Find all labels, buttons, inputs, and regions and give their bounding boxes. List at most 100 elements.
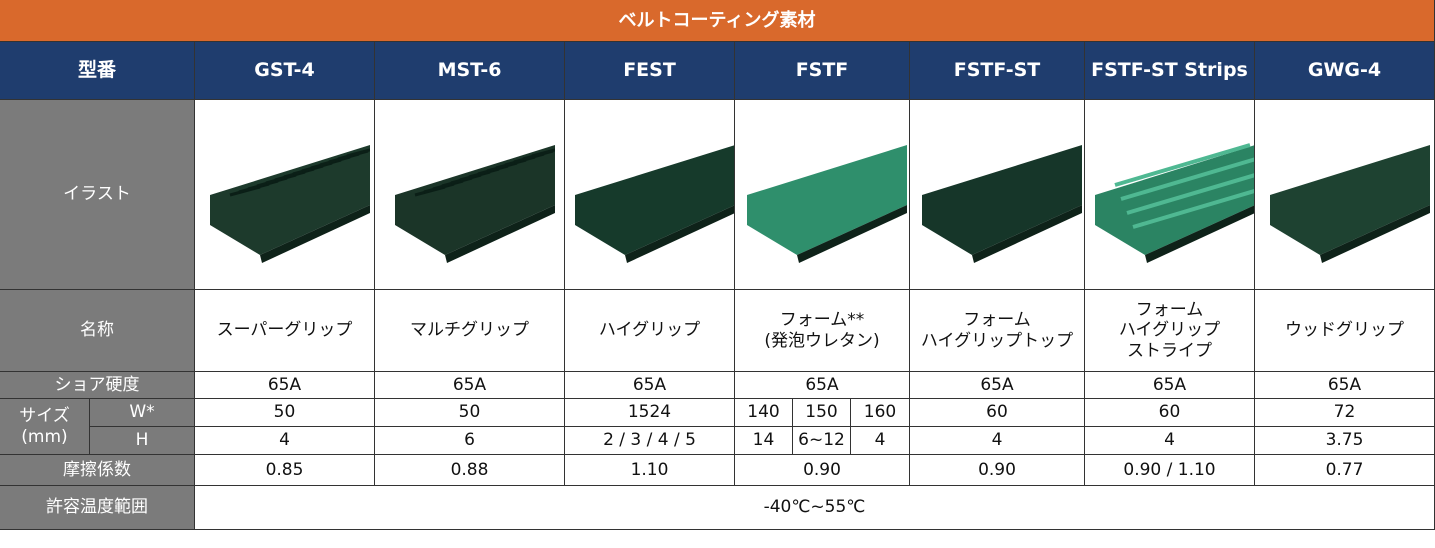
- name-cell: ウッドグリップ: [1255, 290, 1435, 372]
- cell-text: 摩擦係数: [63, 459, 131, 480]
- cell-text: ハイグリップトップ: [920, 330, 1074, 351]
- cell-text: MST-6: [437, 59, 502, 82]
- cell-text: 6~12: [798, 430, 845, 451]
- column-header: FEST: [565, 42, 735, 100]
- illustration-cell: [735, 100, 910, 290]
- size-cell: 4: [1085, 427, 1255, 455]
- shore-cell: 65A: [565, 372, 735, 399]
- size-cell: 4: [851, 427, 910, 455]
- shore-cell: 65A: [375, 372, 565, 399]
- cell-text: (mm): [21, 426, 68, 447]
- friction-cell: 0.90 / 1.10: [1085, 455, 1255, 486]
- name-cell: フォーム** (発泡ウレタン): [735, 290, 910, 372]
- cell-text: ショア硬度: [54, 374, 140, 395]
- column-header: MST-6: [375, 42, 565, 100]
- column-header: FSTF: [735, 42, 910, 100]
- size-cell: 3.75: [1255, 427, 1435, 455]
- cell-text: 60: [1158, 402, 1181, 423]
- friction-cell: 0.77: [1255, 455, 1435, 486]
- illustration-cell: [195, 100, 375, 290]
- row-label: サイズ (mm): [0, 399, 90, 455]
- size-cell: 60: [1085, 399, 1255, 427]
- illustration-cell: [1085, 100, 1255, 290]
- cell-text: 140: [747, 402, 780, 423]
- cell-text: ハイグリップ: [598, 320, 701, 341]
- column-header: GST-4: [195, 42, 375, 100]
- cell-text: 許容温度範囲: [46, 497, 148, 518]
- cell-text: FSTF: [795, 59, 849, 82]
- cell-text: 14: [752, 430, 775, 451]
- size-cell: 60: [910, 399, 1085, 427]
- cell-text: 4: [279, 430, 290, 451]
- name-cell: スーパーグリップ: [195, 290, 375, 372]
- column-header: FSTF-ST Strips: [1085, 42, 1255, 100]
- belt-illustration: [747, 144, 907, 263]
- shore-cell: 65A: [735, 372, 910, 399]
- cell-text: 65A: [267, 374, 302, 395]
- cell-text: フォーム: [963, 310, 1031, 331]
- cell-text: 名称: [80, 320, 114, 341]
- cell-text: 1.10: [630, 459, 669, 480]
- row-label: 摩擦係数: [0, 455, 195, 486]
- size-cell: 6~12: [793, 427, 851, 455]
- name-cell: フォーム ハイグリップトップ: [910, 290, 1085, 372]
- size-cell: 1524: [565, 399, 735, 427]
- shore-cell: 65A: [1255, 372, 1435, 399]
- row-label: H: [90, 427, 195, 455]
- cell-text: 4: [874, 430, 886, 451]
- cell-text: 150: [805, 402, 838, 423]
- cell-text: 1524: [627, 402, 672, 423]
- cell-text: 50: [458, 402, 481, 423]
- friction-cell: 0.88: [375, 455, 565, 486]
- size-cell: 72: [1255, 399, 1435, 427]
- cell-text: FSTF-ST: [953, 59, 1041, 82]
- cell-text: 0.88: [450, 459, 489, 480]
- cell-text: 0.77: [1325, 459, 1364, 480]
- cell-text: GST-4: [254, 59, 315, 82]
- column-header: 型番: [0, 42, 195, 100]
- name-cell: フォーム ハイグリップ ストライプ: [1085, 290, 1255, 372]
- cell-text: ストライプ: [1127, 340, 1212, 361]
- belt-illustration: [209, 144, 370, 263]
- cell-text: イラスト: [63, 184, 131, 205]
- size-cell: 50: [375, 399, 565, 427]
- cell-text: 65A: [1152, 374, 1187, 395]
- illustration-cell: [910, 100, 1085, 290]
- cell-text: 2 / 3 / 4 / 5: [603, 430, 696, 451]
- illustration-cell: [565, 100, 735, 290]
- table-title: ベルトコーティング素材: [0, 0, 1435, 42]
- size-cell: 4: [910, 427, 1085, 455]
- column-header: FSTF-ST: [910, 42, 1085, 100]
- cell-text: 65A: [805, 374, 839, 395]
- cell-text: 160: [863, 402, 897, 423]
- size-cell: 6: [375, 427, 565, 455]
- column-header: GWG-4: [1255, 42, 1435, 100]
- cell-text: 0.90: [978, 459, 1016, 480]
- illustration-cell: [1255, 100, 1435, 290]
- temperature-cell: -40℃~55℃: [195, 486, 1435, 530]
- cell-text: 65A: [980, 374, 1014, 395]
- cell-text: 4: [991, 430, 1003, 451]
- friction-cell: 1.10: [565, 455, 735, 486]
- size-cell: 140: [735, 399, 793, 427]
- friction-cell: 0.90: [735, 455, 910, 486]
- cell-text: (発泡ウレタン): [764, 330, 880, 351]
- size-cell: 14: [735, 427, 793, 455]
- cell-text: 72: [1333, 402, 1356, 423]
- cell-text: -40℃~55℃: [763, 497, 866, 518]
- size-cell: 50: [195, 399, 375, 427]
- cell-text: 65A: [1327, 374, 1362, 395]
- cell-text: 3.75: [1325, 430, 1364, 451]
- cell-text: 65A: [632, 374, 667, 395]
- cell-text: 0.90: [803, 459, 841, 480]
- friction-cell: 0.90: [910, 455, 1085, 486]
- shore-cell: 65A: [195, 372, 375, 399]
- cell-text: マルチグリップ: [410, 320, 529, 341]
- cell-text: ベルトコーティング素材: [618, 9, 816, 31]
- cell-text: FSTF-ST Strips: [1091, 59, 1248, 82]
- belt-illustration: [1269, 144, 1430, 263]
- cell-text: 60: [986, 402, 1008, 423]
- cell-text: サイズ: [19, 406, 70, 427]
- size-cell: 2 / 3 / 4 / 5: [565, 427, 735, 455]
